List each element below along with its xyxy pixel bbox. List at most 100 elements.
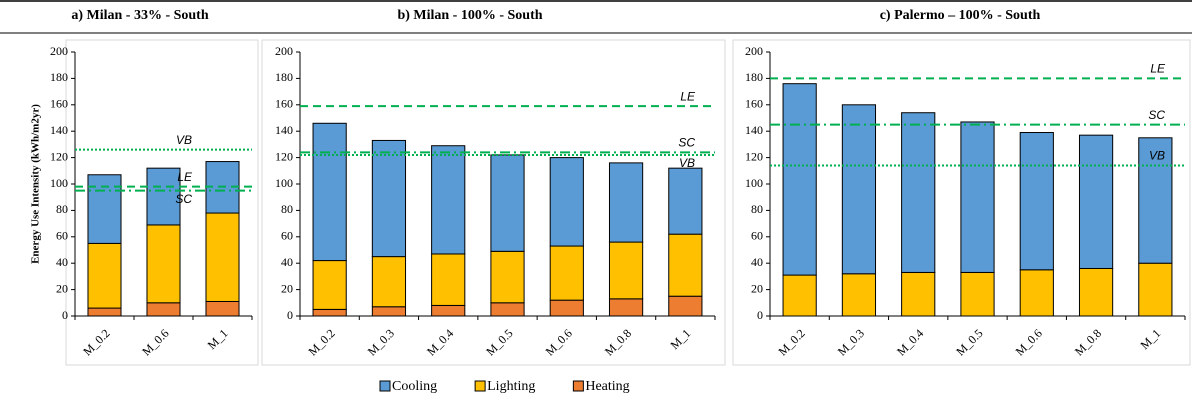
y-tick-label: 0 — [62, 308, 68, 322]
bar-segment — [1019, 269, 1054, 317]
bar-segment — [431, 145, 466, 255]
bar-segment — [490, 154, 525, 252]
x-tick-label: M_0.8 — [602, 326, 634, 358]
bar-segment — [146, 224, 181, 304]
bar-segment — [1078, 267, 1114, 317]
bar-segment — [841, 104, 877, 275]
y-tick-label: 180 — [745, 70, 763, 84]
bar-segment — [549, 245, 584, 301]
y-tick-label: 20 — [56, 281, 68, 295]
x-tick-label: M_0.8 — [1072, 326, 1104, 358]
legend-swatch — [572, 380, 584, 392]
y-tick-label: 200 — [275, 44, 293, 58]
bar-segment — [668, 233, 703, 297]
x-tick-label: M_0.6 — [543, 326, 575, 358]
y-tick-label: 180 — [275, 70, 293, 84]
x-tick-label: M_1 — [1137, 326, 1163, 352]
y-tick-label: 200 — [745, 44, 763, 58]
y-tick-label: 140 — [50, 123, 68, 137]
y-tick-label: 200 — [50, 44, 68, 58]
bar-segment — [490, 302, 525, 317]
chart-title: b) Milan - 100% - South — [397, 8, 542, 23]
bar-segment — [668, 295, 703, 317]
y-tick-label: 60 — [281, 229, 293, 243]
x-tick-label: M_0.6 — [1013, 326, 1045, 358]
reference-label: VB — [679, 156, 695, 170]
bar-segment — [1138, 262, 1173, 317]
bar-segment — [608, 162, 644, 243]
bar-segment — [146, 167, 181, 226]
bar-segment — [901, 112, 936, 273]
bar-segment — [205, 212, 240, 302]
reference-label: VB — [176, 133, 192, 147]
bar-segment — [841, 273, 877, 317]
bar-segment — [1019, 132, 1054, 271]
bar-segment — [960, 121, 995, 273]
y-tick-label: 20 — [281, 281, 293, 295]
y-axis-label: Energy Use Intensity (kWh/m2yr) — [30, 104, 42, 264]
bar-segment — [371, 139, 407, 258]
y-tick-label: 0 — [757, 308, 763, 322]
bar-segment — [901, 271, 936, 317]
x-tick-label: M_0.2 — [80, 326, 112, 358]
x-tick-label: M_0.2 — [775, 326, 807, 358]
bar-segment — [431, 304, 466, 317]
bar-segment — [668, 167, 703, 235]
y-tick-label: 0 — [287, 308, 293, 322]
chart-title: c) Palermo – 100% - South — [880, 8, 1041, 23]
x-tick-label: M_0.4 — [424, 326, 456, 358]
bar-segment — [960, 271, 995, 317]
y-tick-label: 40 — [56, 255, 68, 269]
x-tick-label: M_0.4 — [894, 326, 926, 358]
y-tick-label: 100 — [275, 176, 293, 190]
y-tick-label: 100 — [745, 176, 763, 190]
reference-label: LE — [680, 89, 696, 103]
y-tick-label: 20 — [751, 281, 763, 295]
y-tick-label: 80 — [281, 202, 293, 216]
y-tick-label: 100 — [50, 176, 68, 190]
reference-label: SC — [678, 135, 695, 149]
y-tick-label: 160 — [275, 97, 293, 111]
bar-segment — [312, 308, 347, 317]
y-tick-label: 40 — [281, 255, 293, 269]
y-tick-label: 40 — [751, 255, 763, 269]
bar-segment — [87, 174, 122, 244]
legend-label: Heating — [585, 379, 629, 394]
x-tick-label: M_0.5 — [953, 326, 985, 358]
x-tick-label: M_0.3 — [365, 326, 397, 358]
panel-frame — [261, 39, 726, 366]
y-tick-label: 160 — [50, 97, 68, 111]
reference-label: VB — [1149, 149, 1165, 163]
bar-segment — [782, 274, 817, 317]
x-tick-label: M_0.5 — [483, 326, 515, 358]
y-tick-label: 80 — [751, 202, 763, 216]
bar-segment — [490, 250, 525, 304]
reference-label: LE — [1150, 62, 1166, 76]
panel-frame — [732, 39, 1191, 366]
bar-segment — [87, 242, 122, 309]
bar-segment — [549, 157, 584, 247]
legend-label: Cooling — [392, 379, 437, 394]
bar-segment — [146, 302, 181, 317]
bar-segment — [549, 299, 584, 317]
legend-label: Lighting — [487, 379, 535, 394]
y-tick-label: 120 — [275, 149, 293, 163]
reference-label: SC — [1148, 108, 1165, 122]
bar-segment — [608, 298, 644, 317]
bar-segment — [371, 256, 407, 308]
y-tick-label: 60 — [56, 229, 68, 243]
x-tick-label: M_1 — [667, 326, 693, 352]
x-tick-label: M_0.3 — [835, 326, 867, 358]
chart-title: a) Milan - 33% - South — [71, 8, 209, 23]
bar-segment — [1078, 134, 1114, 269]
bar-segment — [371, 306, 407, 317]
panel-frame — [65, 39, 259, 366]
bar-segment — [782, 83, 817, 276]
bar-segment — [312, 260, 347, 310]
legend-swatch — [474, 380, 486, 392]
bar-segment — [431, 253, 466, 306]
y-tick-label: 120 — [50, 149, 68, 163]
bar-segment — [608, 241, 644, 300]
legend-swatch — [379, 380, 391, 392]
